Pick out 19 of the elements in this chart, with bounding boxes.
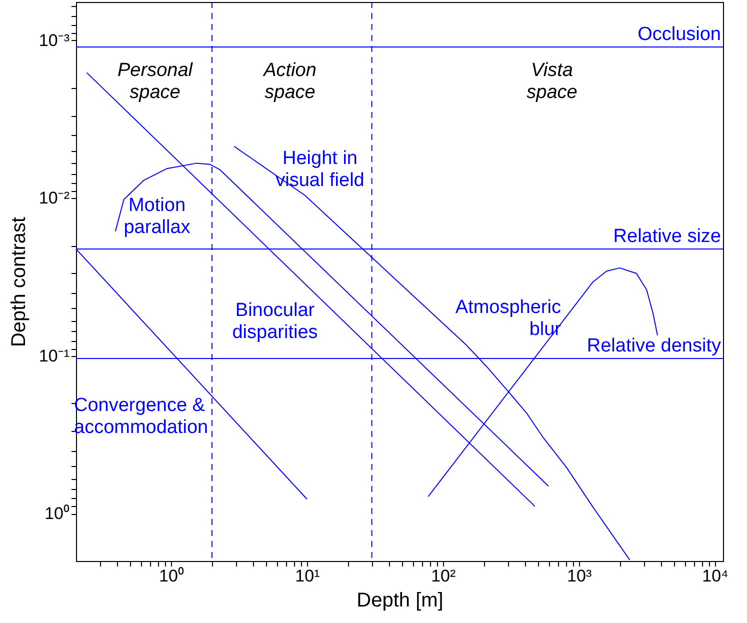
y-tick-label: 10⁻³ bbox=[38, 30, 70, 50]
ref-line-label: Relative size bbox=[613, 226, 721, 247]
annotation: Personal space bbox=[118, 60, 194, 103]
annotation: Action space bbox=[262, 60, 316, 103]
y-axis-title: Depth contrast bbox=[8, 216, 30, 348]
x-tick-label: 10³ bbox=[567, 566, 592, 586]
series-label: Motion parallax bbox=[124, 195, 191, 238]
ref-line-label: Relative density bbox=[586, 336, 722, 357]
series-label: Binocular disparities bbox=[232, 300, 318, 343]
x-tick-label: 10² bbox=[431, 566, 456, 586]
x-tick-label: 10⁴ bbox=[702, 566, 728, 586]
ref-line-label: Occlusion bbox=[638, 24, 721, 46]
y-tick-label: 10⁻² bbox=[38, 188, 70, 208]
x-tick-label: 10¹ bbox=[295, 566, 320, 586]
x-axis-title: Depth [m] bbox=[356, 590, 444, 612]
x-tick-label: 10⁰ bbox=[159, 566, 184, 586]
y-tick-label: 10⁻¹ bbox=[38, 346, 70, 366]
annotation: Vista space bbox=[526, 60, 578, 103]
y-tick-label: 10⁰ bbox=[44, 504, 70, 524]
